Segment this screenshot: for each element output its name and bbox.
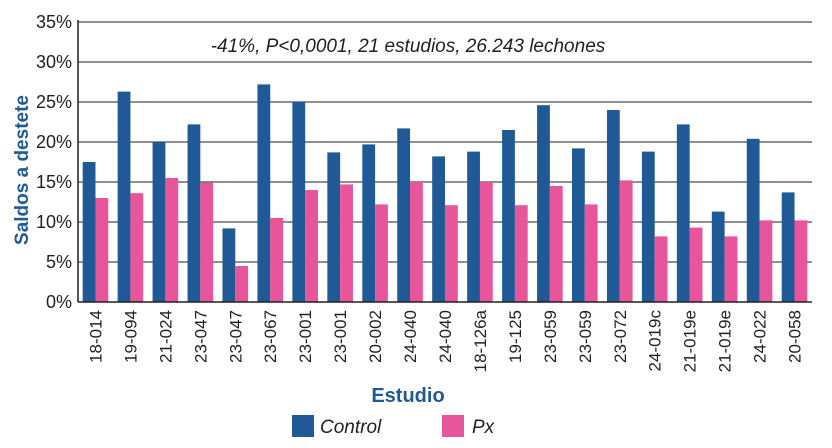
x-tick-label: 21-019e [716, 310, 735, 372]
x-tick-label: 23-001 [331, 310, 350, 363]
legend-swatch-px [442, 415, 464, 437]
axes [77, 20, 812, 303]
bar-px-18-126a [479, 182, 493, 302]
bar-px-23-067 [270, 218, 284, 302]
bar-control-19-094 [117, 91, 131, 302]
x-tick-label: 20-058 [786, 310, 805, 363]
bar-px-19-094 [130, 193, 144, 302]
x-tick-label: 19-125 [506, 310, 525, 363]
bar-px-23-001 [340, 184, 353, 302]
bar-px-23-047 [235, 266, 249, 302]
x-tick-label: 18-014 [86, 310, 105, 363]
y-tick-label: 10% [36, 212, 72, 232]
bar-px-23-001 [305, 190, 318, 302]
x-tick-label: 23-047 [226, 310, 245, 363]
bar-px-20-058 [794, 220, 808, 302]
y-tick-label: 20% [36, 132, 72, 152]
bar-control-24-040 [397, 128, 411, 302]
bar-px-24-040 [410, 182, 423, 302]
x-axis-label: Estudio [371, 385, 444, 407]
bar-px-23-072 [619, 180, 633, 302]
y-tick-label: 30% [36, 52, 72, 72]
bar-control-24-022 [746, 138, 760, 302]
bar-px-20-002 [375, 204, 388, 302]
chart-annotation: -41%, P<0,0001, 21 estudios, 26.243 lech… [211, 36, 606, 57]
x-tick-label: 24-040 [401, 310, 420, 363]
bar-control-24-040 [432, 156, 445, 302]
bar-px-23-059 [584, 204, 598, 302]
bar-px-21-019e [724, 236, 738, 302]
x-tick-label: 19-094 [121, 310, 140, 363]
bar-px-18-014 [95, 198, 109, 302]
bar-control-19-125 [502, 130, 515, 302]
bar-px-23-047 [200, 182, 214, 302]
bar-px-24-040 [445, 205, 458, 302]
x-tick-label: 18-126a [471, 309, 490, 372]
bar-control-23-001 [327, 152, 341, 302]
bar-control-23-059 [572, 148, 585, 302]
bar-px-24-022 [759, 220, 773, 302]
legend: Control Px [292, 415, 496, 438]
bar-control-20-058 [781, 192, 795, 302]
y-axis-label: Saldos a destete [12, 95, 33, 245]
y-tick-label: 0% [46, 292, 72, 312]
y-tick-label: 25% [36, 92, 72, 112]
bar-px-21-024 [165, 178, 179, 302]
bar-px-21-019e [689, 227, 703, 302]
bar-px-19-125 [514, 205, 528, 302]
y-tick-label: 5% [46, 252, 72, 272]
x-tick-label: 20-002 [366, 310, 385, 363]
bar-control-23-059 [537, 105, 550, 302]
y-tick-labels: 0% 5% 10% 15% 20% 25% 30% 35% [36, 12, 72, 312]
legend-label-control: Control [320, 417, 382, 438]
bar-control-21-019e [676, 124, 690, 303]
x-tick-label: 24-040 [436, 310, 455, 363]
bar-control-21-019e [711, 211, 725, 302]
x-tick-label: 23-067 [261, 310, 280, 363]
legend-swatch-control [292, 415, 314, 437]
x-tick-label: 21-019e [681, 310, 700, 372]
bar-control-23-047 [187, 124, 201, 303]
bar-control-23-072 [606, 110, 620, 302]
x-tick-label: 23-072 [611, 310, 630, 363]
y-tick-label: 35% [36, 12, 72, 32]
x-tick-label: 23-001 [296, 310, 315, 363]
bar-control-18-126a [467, 151, 480, 302]
x-tick-label: 23-059 [541, 310, 560, 363]
bar-control-18-014 [82, 162, 96, 302]
bar-px-23-059 [549, 186, 563, 302]
x-tick-label: 24-022 [751, 310, 770, 363]
bar-px-24-019c [654, 236, 668, 302]
x-tick-label: 21-024 [156, 310, 175, 363]
x-tick-label: 23-047 [191, 310, 210, 363]
x-tick-labels: 18-014 19-094 21-024 23-047 23-047 23-067 23-0… [86, 309, 804, 372]
y-tick-label: 15% [36, 172, 72, 192]
bar-control-21-024 [152, 142, 166, 302]
x-tick-label: 23-059 [576, 310, 595, 363]
legend-label-px: Px [472, 417, 496, 438]
bar-control-23-067 [257, 84, 271, 303]
bars [82, 84, 808, 303]
bar-control-20-002 [362, 144, 376, 302]
bar-control-24-019c [641, 151, 655, 302]
bar-control-23-001 [292, 102, 306, 302]
bar-control-23-047 [222, 228, 236, 302]
x-tick-label: 24-019c [646, 310, 665, 372]
